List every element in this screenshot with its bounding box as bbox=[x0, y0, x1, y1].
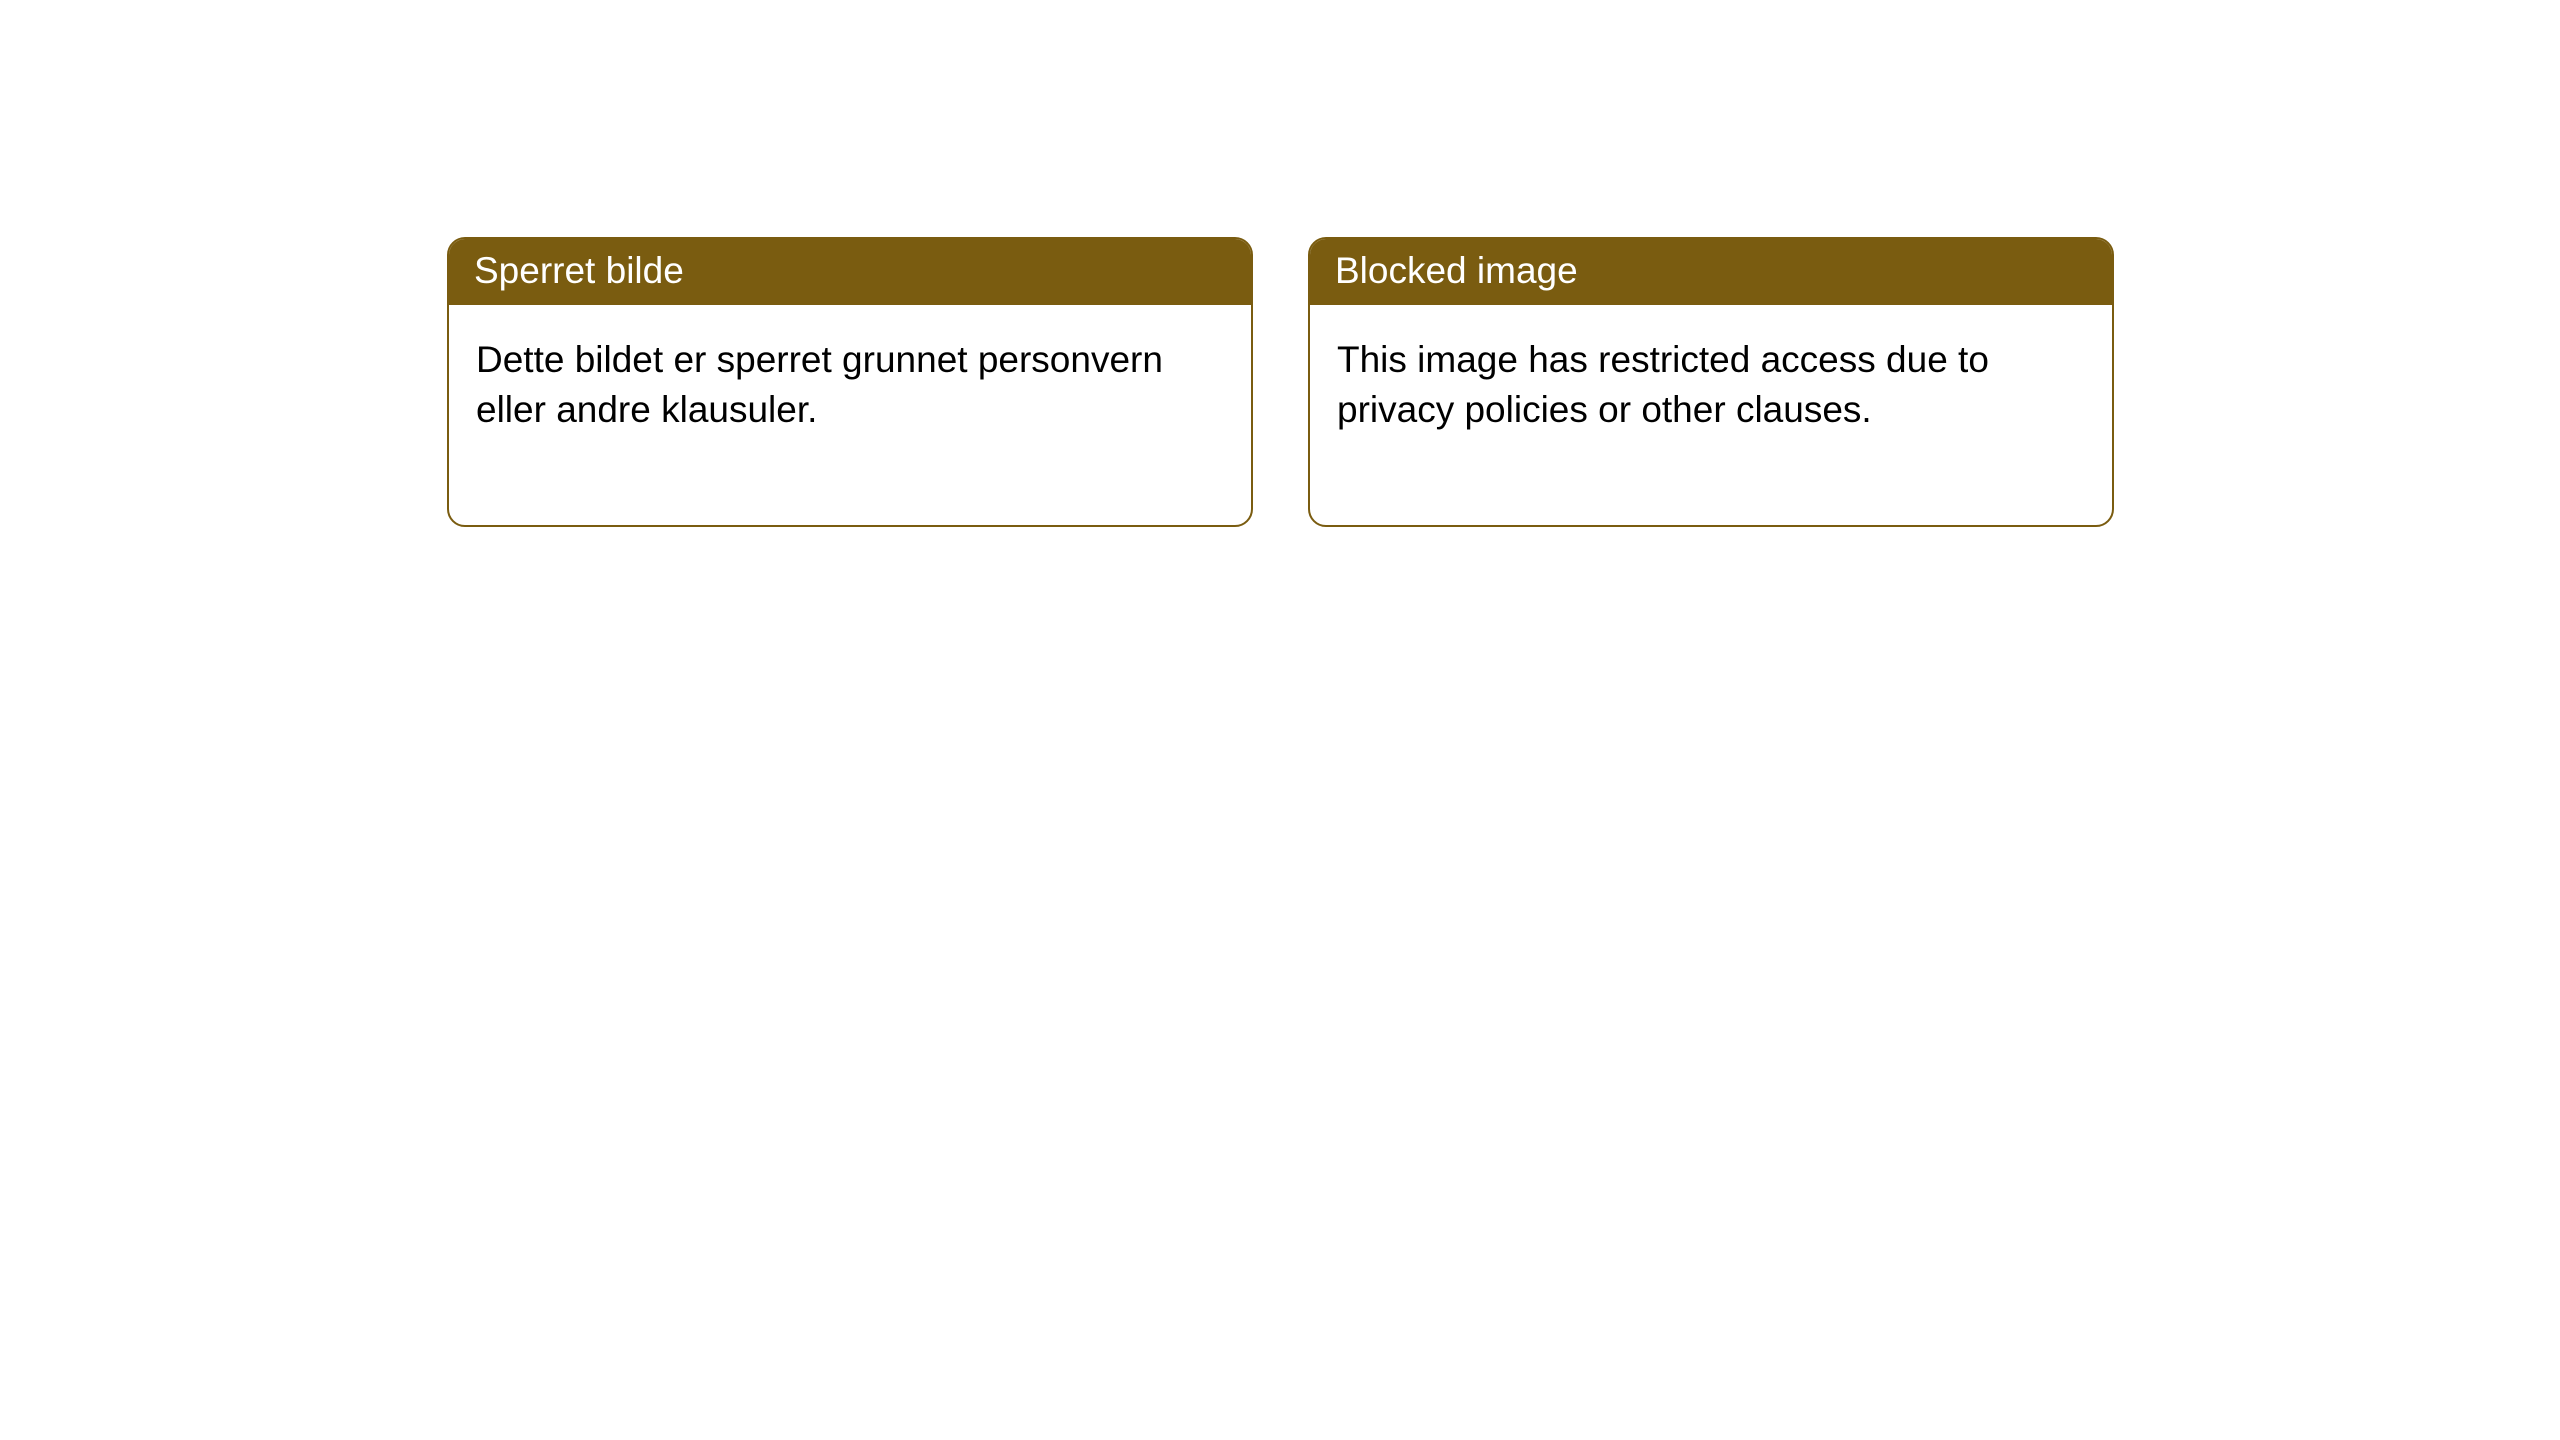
notice-card-english: Blocked image This image has restricted … bbox=[1308, 237, 2114, 527]
notice-body-text: This image has restricted access due to … bbox=[1310, 305, 2112, 525]
notice-card-norwegian: Sperret bilde Dette bildet er sperret gr… bbox=[447, 237, 1253, 527]
notice-body-text: Dette bildet er sperret grunnet personve… bbox=[449, 305, 1251, 525]
notice-container: Sperret bilde Dette bildet er sperret gr… bbox=[0, 0, 2560, 527]
notice-title: Blocked image bbox=[1310, 239, 2112, 305]
notice-title: Sperret bilde bbox=[449, 239, 1251, 305]
